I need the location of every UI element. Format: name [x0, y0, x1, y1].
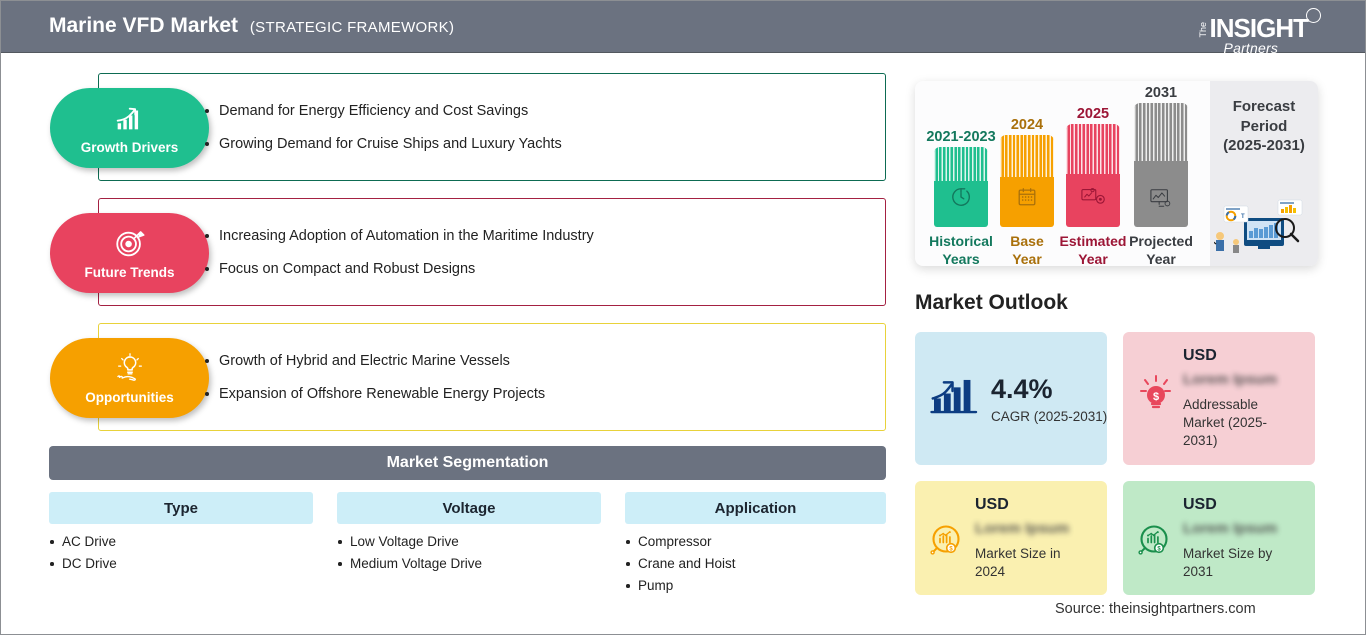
- svg-text:$: $: [1153, 391, 1159, 403]
- svg-text:T: T: [1241, 214, 1245, 220]
